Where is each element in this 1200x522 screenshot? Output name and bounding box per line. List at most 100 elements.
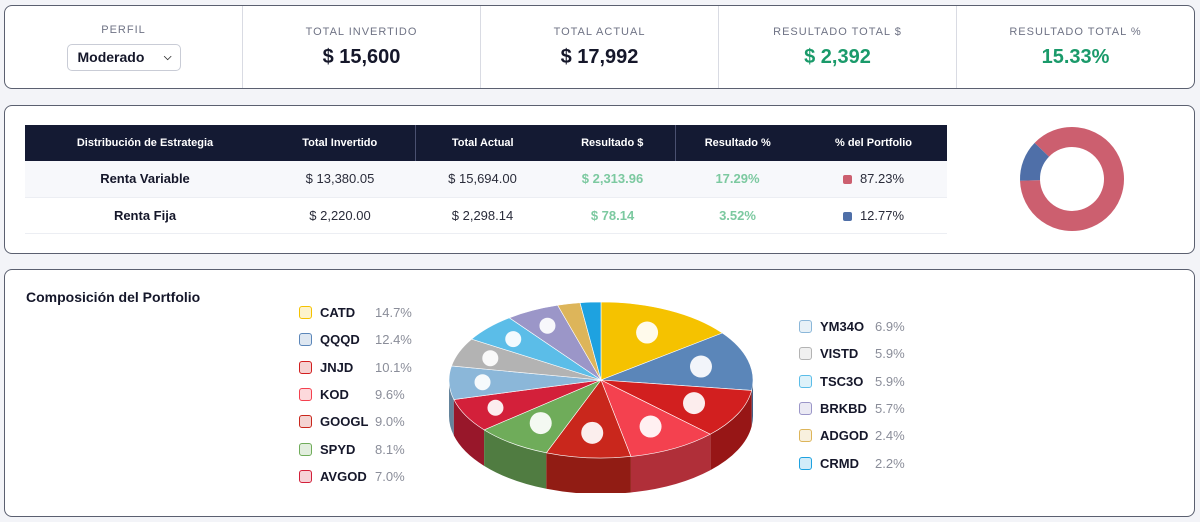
legend-pct: 6.9%	[875, 319, 905, 335]
legend-ticker: BRKBD	[820, 401, 867, 417]
col-strategy[interactable]: Distribución de Estrategia	[76, 137, 214, 149]
total-current-label: TOTAL ACTUAL	[553, 25, 646, 38]
profile-value: Moderado	[77, 49, 145, 65]
legend-ticker: AVGOD	[320, 468, 367, 484]
legend-item: YM34O 6.9%	[799, 313, 905, 340]
legend-pct: 2.4%	[875, 428, 905, 444]
pie-logo-badge	[474, 374, 491, 391]
legend-item: CATD 14.7%	[299, 299, 412, 326]
legend-ticker: TSC3O	[820, 373, 864, 389]
pie-logo-badge	[689, 355, 712, 378]
composition-title: Composición del Portfolio	[26, 289, 201, 305]
pie-slice-side	[484, 429, 547, 489]
portfolio-pct-value: 87.23%	[859, 171, 905, 187]
legend-right: YM34O 6.9% VISTD 5.9% TSC3O 5.9% BRKBD 5.7% ADGO…	[799, 313, 905, 477]
pie-logo-badge	[482, 350, 499, 367]
profile-select[interactable]: Moderado ⌵	[66, 43, 181, 71]
legend-pct: 12.4%	[375, 332, 412, 348]
legend-item: CRMD 2.2%	[799, 449, 905, 476]
strategy-donut-chart	[1020, 127, 1124, 231]
total-current-value: $ 17,992	[560, 45, 639, 68]
result-pct-value: 3.52%	[719, 207, 756, 223]
result-value: $ 2,313.96	[581, 171, 644, 187]
pie-slice-side	[630, 434, 711, 493]
pie-logo-badge	[683, 392, 706, 415]
total-invested-cell: TOTAL INVERTIDO $ 15,600	[243, 6, 481, 88]
legend-ticker: KOD	[320, 387, 349, 403]
portfolio-pct-cell: 12.77%	[800, 197, 947, 233]
pie-logo-badge	[639, 415, 662, 438]
tesco-icon	[799, 374, 812, 388]
pie-slice-crmd	[579, 301, 602, 381]
legend-item: AVGOD 7.0%	[299, 463, 412, 490]
result-pct-label: RESULTADO TOTAL %	[1009, 25, 1142, 38]
col-current[interactable]: Total Actual	[414, 125, 550, 161]
invesco-icon	[299, 333, 312, 347]
result-usd-value: $ 2,392	[804, 45, 871, 68]
chevron-down-icon: ⌵	[163, 51, 172, 63]
col-invested[interactable]: Total Invertido	[302, 137, 378, 149]
strategy-name: Renta Variable	[100, 171, 190, 187]
pie-logo-badge	[539, 317, 556, 334]
legend-item: SPYD 8.1%	[299, 435, 412, 462]
legend-item: QQQD 12.4%	[299, 326, 412, 353]
legend-pct: 5.7%	[875, 401, 905, 417]
col-result-pct[interactable]: Resultado %	[674, 125, 800, 161]
result-pct-value: 17.29%	[715, 171, 760, 187]
legend-ticker: YM34O	[820, 319, 865, 335]
pie-slice-catd	[600, 301, 723, 381]
google-icon	[299, 415, 312, 429]
result-pct-cell: RESULTADO TOTAL % 15.33%	[957, 6, 1194, 88]
pie-slice-googl	[545, 379, 632, 459]
spdr-icon	[299, 442, 312, 456]
legend-pct: 5.9%	[875, 346, 905, 362]
composition-card: Composición del Portfolio CATD 14.7% QQQD 1…	[4, 269, 1195, 517]
total-current-cell: TOTAL ACTUAL $ 17,992	[481, 6, 719, 88]
legend-pct: 5.9%	[875, 373, 905, 389]
jnj-icon	[299, 360, 312, 374]
result-usd-cell: RESULTADO TOTAL $ $ 2,392	[719, 6, 957, 88]
composition-pie-chart	[448, 301, 754, 493]
legend-item: ADGOD 2.4%	[799, 422, 905, 449]
result-value: $ 78.14	[590, 207, 635, 223]
invested-value: $ 13,380.05	[305, 171, 375, 187]
legend-ticker: CATD	[320, 305, 356, 321]
current-value: $ 2,298.14	[451, 207, 514, 223]
pie-logo-badge	[529, 412, 552, 435]
vista-icon	[799, 347, 812, 361]
col-result[interactable]: Resultado $	[581, 137, 644, 149]
adecoagro-icon	[799, 429, 812, 443]
legend-ticker: JNJD	[320, 359, 354, 375]
legend-ticker: VISTD	[820, 346, 859, 362]
table-row: Renta Variable $ 13,380.05 $ 15,694.00 $…	[25, 161, 947, 197]
table-header: Distribución de Estrategia Total Inverti…	[25, 125, 947, 161]
color-swatch	[842, 175, 852, 185]
col-portfolio-pct[interactable]: % del Portfolio	[835, 137, 912, 149]
table-row: Renta Fija $ 2,220.00 $ 2,298.14 $ 78.14…	[25, 197, 947, 233]
legend-pct: 7.0%	[375, 468, 405, 484]
legend-item: VISTD 5.9%	[799, 340, 905, 367]
legend-ticker: CRMD	[820, 455, 859, 471]
profile-cell: PERFIL Moderado ⌵	[5, 6, 243, 88]
pie-logo-badge	[636, 321, 659, 344]
legend-pct: 2.2%	[875, 455, 905, 471]
color-swatch	[842, 211, 852, 221]
yum-icon	[799, 320, 812, 334]
portfolio-pct-value: 12.77%	[859, 207, 905, 223]
broadcom-icon	[299, 469, 312, 483]
legend-item: TSC3O 5.9%	[799, 368, 905, 395]
invested-value: $ 2,220.00	[309, 207, 371, 223]
pie-slice-side	[453, 399, 485, 466]
donut-slice	[1020, 127, 1124, 231]
pie-slice-qqqd	[600, 332, 754, 391]
legend-item: JNJD 10.1%	[299, 354, 412, 381]
total-invested-value: $ 15,600	[322, 45, 401, 68]
pie-slice-side	[546, 452, 631, 493]
summary-card: PERFIL Moderado ⌵ TOTAL INVERTIDO $ 15,6…	[4, 5, 1195, 89]
total-invested-label: TOTAL INVERTIDO	[305, 25, 418, 38]
donut-slice	[1020, 142, 1050, 181]
result-pct-value: 15.33%	[1041, 45, 1110, 68]
legend-ticker: GOOGL	[320, 414, 369, 430]
result-usd-label: RESULTADO TOTAL $	[773, 25, 902, 38]
pie-logo-badge	[581, 421, 604, 444]
